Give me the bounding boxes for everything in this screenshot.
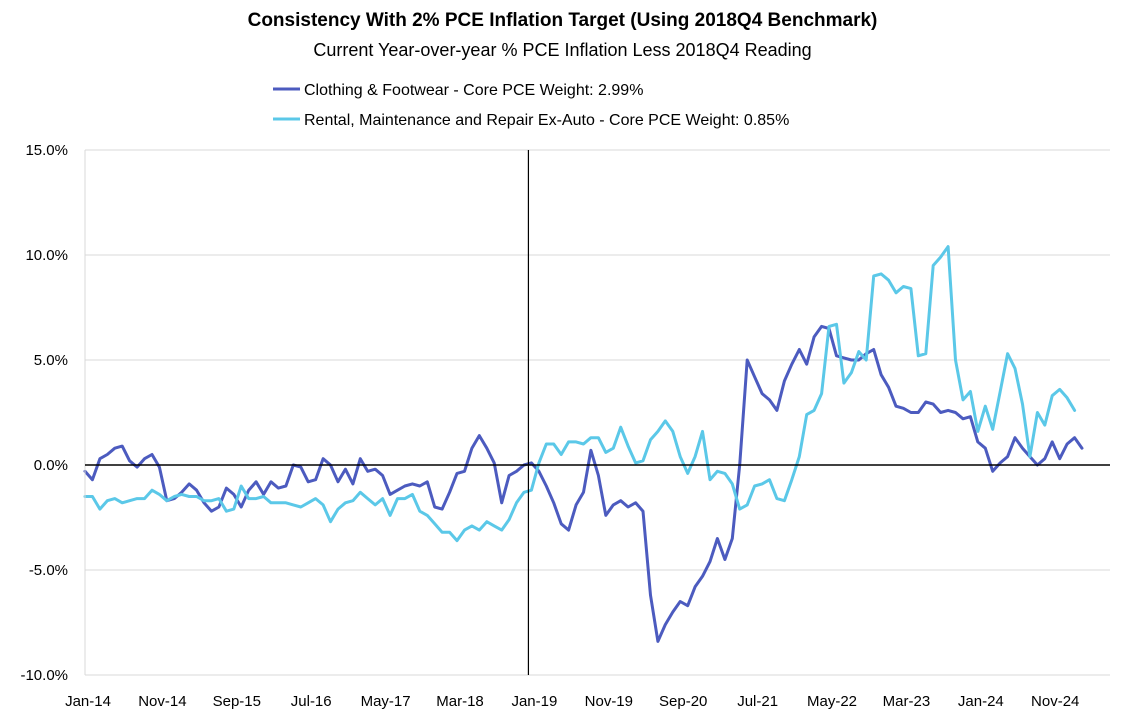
x-tick-label: Nov-24	[1031, 693, 1079, 710]
x-tick-label: May-17	[361, 693, 411, 710]
series-line-0	[83, 324, 1084, 643]
grid-lines	[85, 149, 1110, 676]
legend-label-clothing: Clothing & Footwear - Core PCE Weight: 2…	[304, 82, 643, 99]
y-tick-label: 10.0%	[25, 247, 68, 264]
chart-subtitle: Current Year-over-year % PCE Inflation L…	[313, 40, 812, 60]
x-tick-label: Nov-14	[138, 693, 186, 710]
x-tick-label: Jan-24	[958, 693, 1004, 710]
axes: 15.0% 10.0% 5.0% 0.0% -5.0% -10.0% Jan-14 Nov-1…	[20, 142, 1110, 710]
series-line-1	[83, 245, 1077, 543]
legend-label-rental: Rental, Maintenance and Repair Ex-Auto -…	[304, 112, 789, 129]
legend: Clothing & Footwear - Core PCE Weight: 2…	[273, 82, 789, 129]
x-tick-label: Jul-21	[737, 693, 778, 710]
x-tick-label: Jul-16	[291, 693, 332, 710]
y-tick-label: 15.0%	[25, 142, 68, 159]
x-tick-label: Sep-15	[213, 693, 261, 710]
y-tick-label: -5.0%	[29, 562, 68, 579]
x-tick-label: Mar-23	[883, 693, 931, 710]
chart-title: Consistency With 2% PCE Inflation Target…	[247, 10, 878, 31]
x-tick-label: May-22	[807, 693, 857, 710]
y-tick-label: -10.0%	[20, 667, 68, 684]
y-tick-label: 5.0%	[34, 352, 68, 369]
series-lines	[83, 245, 1084, 643]
x-tick-label: Jan-14	[65, 693, 111, 710]
x-tick-label: Sep-20	[659, 693, 707, 710]
y-tick-label: 0.0%	[34, 457, 68, 474]
x-tick-label: Mar-18	[436, 693, 484, 710]
x-tick-label: Nov-19	[585, 693, 633, 710]
x-tick-label: Jan-19	[511, 693, 557, 710]
